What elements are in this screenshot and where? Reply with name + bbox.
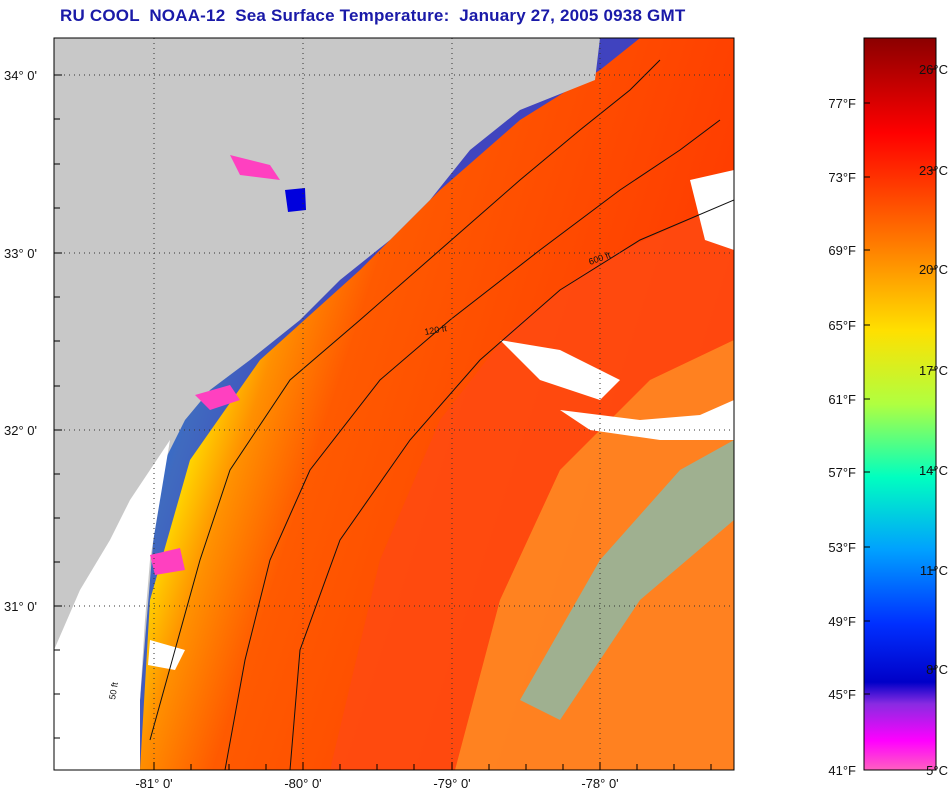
colorbar: [863, 37, 937, 771]
colorbar-label-f: 41°F: [828, 763, 856, 778]
lat-ticks: [54, 74, 62, 739]
cold-pocket: [230, 155, 280, 180]
colorbar-label-f: 61°F: [828, 392, 856, 407]
colorbar-label-f: 65°F: [828, 318, 856, 333]
colorbar-label-c: 14°C: [919, 463, 948, 478]
colorbar-label-c: 8°C: [926, 662, 948, 677]
colorbar-label-f: 77°F: [828, 96, 856, 111]
lat-label-32: 32° 0': [4, 423, 37, 438]
colorbar-label-f: 53°F: [828, 540, 856, 555]
cold-pocket: [150, 548, 185, 575]
contour-120ft: [224, 119, 721, 770]
lon-label-78: -78° 0': [581, 776, 618, 791]
lon-label-81: -81° 0': [135, 776, 172, 791]
page-title: RU COOL NOAA-12 Sea Surface Temperature:…: [60, 6, 686, 25]
offshore-cool-streak: [520, 440, 734, 720]
colorbar-label-c: 23°C: [919, 163, 948, 178]
land-area: [54, 38, 600, 770]
contour-600ft: [289, 199, 734, 770]
colorbar-label-c: 26°C: [919, 62, 948, 77]
lon-label-80: -80° 0': [284, 776, 321, 791]
colorbar-label-c: 11°C: [920, 563, 948, 578]
colorbar-label-f: 45°F: [828, 687, 856, 702]
colorbar-label-f: 49°F: [828, 614, 856, 629]
no-data-coastal: [54, 440, 170, 770]
cloud-patch: [690, 170, 734, 250]
colorbar-label-f: 73°F: [828, 170, 856, 185]
lat-label-31: 31° 0': [4, 599, 37, 614]
lat-label-34: 34° 0': [4, 68, 37, 83]
lon-label-79: -79° 0': [433, 776, 470, 791]
contour-label-50ft: 50 ft: [107, 681, 120, 700]
colorbar-label-c: 17°C: [919, 363, 948, 378]
lon-ticks: [153, 762, 712, 770]
contour-50ft: [149, 59, 661, 741]
cold-pocket: [195, 385, 240, 410]
cloud-patch: [500, 340, 620, 400]
lat-lon-grid: [54, 38, 734, 770]
colorbar-ticks: [864, 68, 936, 695]
colorbar-label-c: 5°C: [926, 763, 948, 778]
lake-patch: [285, 188, 306, 212]
contour-label-120ft: 120 ft: [424, 323, 448, 337]
lat-label-33: 33° 0': [4, 246, 37, 261]
map-frame: [53, 37, 735, 771]
cloud-patch: [560, 400, 734, 440]
offshore-mixed-water: [455, 340, 734, 770]
colorbar-label-f: 69°F: [828, 243, 856, 258]
colorbar-label-f: 57°F: [828, 465, 856, 480]
colorbar-label-c: 20°C: [919, 262, 948, 277]
